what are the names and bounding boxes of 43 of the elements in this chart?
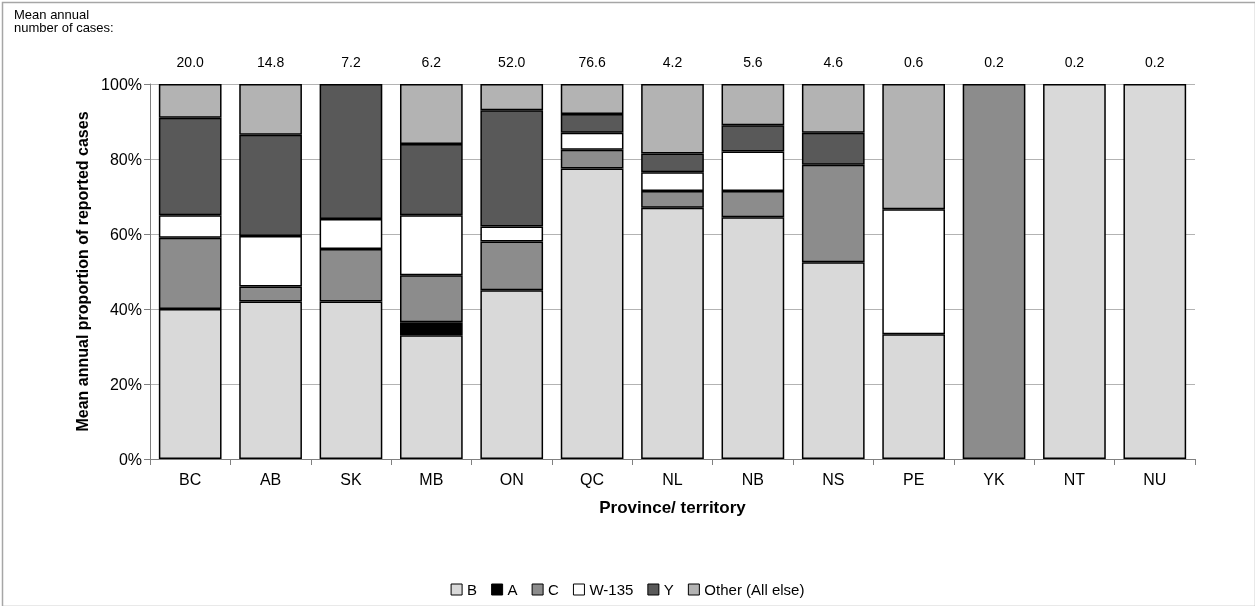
text: 20.0	[176, 54, 205, 70]
x-tick-label: MB	[419, 470, 444, 488]
text: 0.6	[903, 54, 924, 70]
legend-label: B	[467, 581, 478, 598]
y-tick-label: 0%	[118, 450, 142, 468]
legend-label: W-135	[589, 581, 634, 598]
y-tick-label: 80%	[109, 150, 142, 168]
y-tick-label: 100%	[101, 75, 142, 93]
text: 0.2	[984, 54, 1004, 70]
text: 6.2	[421, 54, 442, 70]
x-tick-label: NT	[1063, 470, 1086, 488]
x-tick-label: NS	[822, 470, 845, 488]
x-tick-label: AB	[259, 470, 282, 488]
text: 5.6	[743, 54, 763, 70]
y-axis-title: Mean annual proportion of reported cases	[73, 111, 91, 432]
text: 14.8	[256, 54, 285, 70]
text: Mean annual number of cases:	[14, 7, 114, 35]
bar	[1123, 84, 1187, 459]
x-tick-label: QC	[580, 470, 605, 488]
x-tick-label: YK	[983, 470, 1006, 488]
legend-label: A	[507, 581, 518, 598]
x-tick-label: NB	[741, 470, 764, 488]
x-tick-label: PE	[902, 470, 925, 488]
x-tick-label: NL	[662, 470, 683, 488]
text: 4.2	[662, 54, 683, 70]
x-tick-label: SK	[340, 470, 362, 488]
x-tick-label: BC	[179, 470, 202, 488]
text: 4.6	[823, 54, 844, 70]
text: 52.0	[498, 54, 526, 70]
text: 0.2	[1145, 54, 1165, 70]
text: 76.6	[578, 54, 606, 70]
legend-label: C	[548, 581, 560, 598]
y-tick-label: 20%	[109, 375, 142, 393]
x-axis-title: Province/ territory	[599, 498, 747, 517]
text: 0.2	[1064, 54, 1085, 70]
legend-label: Y	[663, 581, 674, 598]
bar	[1043, 84, 1106, 459]
y-tick-label: 40%	[109, 300, 142, 318]
text: 7.2	[341, 54, 361, 70]
legend-label: Other (All else)	[704, 581, 805, 598]
x-tick-label: NU	[1143, 470, 1167, 488]
y-tick-label: 60%	[109, 225, 142, 243]
x-tick-label: ON	[499, 470, 524, 488]
